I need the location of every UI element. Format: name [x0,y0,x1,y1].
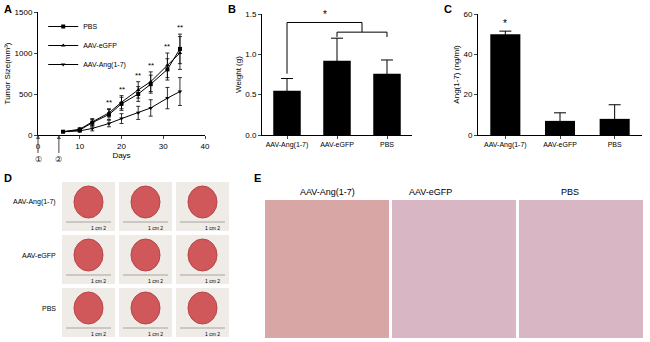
svg-text:**: ** [164,42,170,51]
svg-text:60: 60 [463,10,472,19]
svg-text:*: * [323,9,327,20]
svg-text:0: 0 [468,131,473,140]
svg-text:1 cm 2: 1 cm 2 [148,331,163,337]
svg-text:1 cm 2: 1 cm 2 [148,278,163,284]
svg-text:1 cm 2: 1 cm 2 [205,278,220,284]
svg-text:A: A [4,3,12,15]
svg-text:**: ** [148,61,154,70]
svg-text:AAV-eGFP: AAV-eGFP [83,42,117,49]
svg-text:0: 0 [28,131,33,140]
svg-text:Weight (g): Weight (g) [234,56,243,93]
svg-text:AAV-Ang(1-7): AAV-Ang(1-7) [13,198,56,206]
svg-text:40: 40 [201,142,210,151]
svg-text:AAV-eGFP: AAV-eGFP [22,252,56,259]
svg-text:PBS: PBS [83,23,97,30]
svg-text:1.5: 1.5 [245,10,257,19]
svg-text:0: 0 [36,142,41,151]
svg-text:AAV-eGFP: AAV-eGFP [320,141,354,148]
svg-text:1 cm 2: 1 cm 2 [91,225,106,231]
svg-text:1 cm 2: 1 cm 2 [205,225,220,231]
svg-text:**: ** [135,71,141,80]
svg-text:1500: 1500 [15,8,33,17]
svg-text:AAV-eGFP: AAV-eGFP [543,141,577,148]
svg-text:10: 10 [75,142,84,151]
svg-text:Days: Days [112,151,130,160]
svg-text:**: ** [106,98,112,107]
svg-text:AAV-Ang(1-7): AAV-Ang(1-7) [266,141,309,149]
svg-text:1000: 1000 [15,49,33,58]
svg-text:Tumor Size(mm³): Tumor Size(mm³) [3,42,12,104]
svg-text:B: B [228,3,236,15]
svg-text:**: ** [119,85,125,94]
svg-text:**: ** [177,23,183,32]
svg-text:PBS: PBS [608,141,622,148]
svg-text:1 cm 2: 1 cm 2 [91,331,106,337]
svg-text:AAV-Ang(1-7): AAV-Ang(1-7) [484,141,527,149]
svg-text:AAV-eGFP: AAV-eGFP [409,187,452,197]
svg-text:PBS: PBS [380,141,394,148]
svg-text:②: ② [55,155,62,164]
svg-text:PBS: PBS [561,187,579,197]
svg-text:30: 30 [159,142,168,151]
svg-text:1 cm 2: 1 cm 2 [148,225,163,231]
svg-text:0.5: 0.5 [245,90,257,99]
svg-text:20: 20 [463,90,472,99]
svg-text:AAV-Ang(1-7): AAV-Ang(1-7) [83,61,126,69]
svg-text:E: E [254,172,261,184]
svg-text:AAV-Ang(1-7): AAV-Ang(1-7) [300,187,355,197]
svg-text:1 cm 2: 1 cm 2 [91,278,106,284]
svg-text:1 cm 2: 1 cm 2 [205,331,220,337]
svg-text:1.0: 1.0 [245,50,257,59]
svg-text:C: C [444,3,452,15]
svg-text:PBS: PBS [42,305,56,312]
svg-text:*: * [503,18,507,29]
svg-text:500: 500 [19,90,33,99]
svg-text:D: D [4,172,12,184]
svg-text:①: ① [35,155,42,164]
svg-text:Ang(1-7) (ng/ml): Ang(1-7) (ng/ml) [452,45,461,104]
svg-text:20: 20 [117,142,126,151]
svg-text:0.0: 0.0 [245,131,257,140]
svg-text:40: 40 [463,50,472,59]
